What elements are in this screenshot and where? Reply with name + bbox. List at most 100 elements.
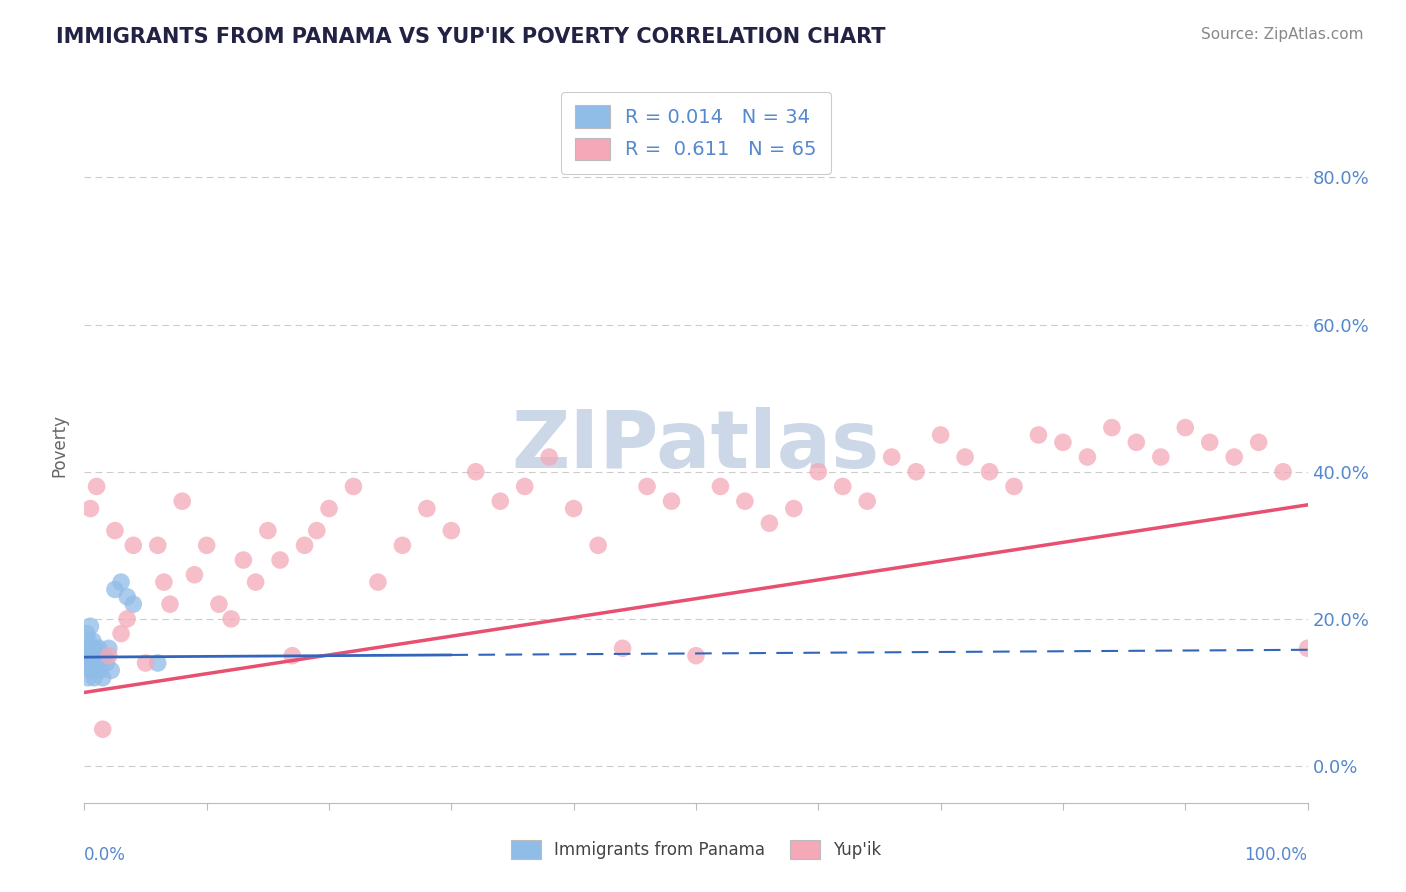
Point — [807, 465, 830, 479]
Point — [709, 479, 731, 493]
Point — [979, 465, 1001, 479]
Point — [89, 664, 111, 678]
Point — [159, 597, 181, 611]
Point — [153, 575, 176, 590]
Point — [75, 641, 97, 656]
Point — [440, 524, 463, 538]
Point — [538, 450, 561, 464]
Point — [208, 597, 231, 611]
Point — [1247, 435, 1270, 450]
Point — [104, 582, 127, 597]
Point — [97, 641, 120, 656]
Point — [1174, 420, 1197, 434]
Point — [82, 664, 104, 678]
Text: ZIPatlas: ZIPatlas — [512, 407, 880, 485]
Point — [83, 648, 105, 663]
Point — [79, 664, 101, 678]
Point — [84, 641, 107, 656]
Point — [367, 575, 389, 590]
Point — [100, 664, 122, 678]
Point — [245, 575, 267, 590]
Point — [734, 494, 756, 508]
Point — [880, 450, 903, 464]
Point — [86, 648, 108, 663]
Point — [464, 465, 486, 479]
Text: 100.0%: 100.0% — [1244, 846, 1308, 863]
Point — [232, 553, 254, 567]
Point — [76, 626, 98, 640]
Point — [77, 641, 100, 656]
Point — [79, 501, 101, 516]
Point — [77, 656, 100, 670]
Point — [1223, 450, 1246, 464]
Point — [1272, 465, 1295, 479]
Point — [318, 501, 340, 516]
Point — [104, 524, 127, 538]
Point — [1101, 420, 1123, 434]
Point — [1028, 428, 1050, 442]
Point — [929, 428, 952, 442]
Point — [1198, 435, 1220, 450]
Point — [146, 538, 169, 552]
Point — [1076, 450, 1098, 464]
Point — [146, 656, 169, 670]
Point — [1296, 641, 1319, 656]
Point — [257, 524, 280, 538]
Y-axis label: Poverty: Poverty — [51, 415, 69, 477]
Point — [77, 648, 100, 663]
Point — [91, 723, 114, 737]
Point — [135, 656, 157, 670]
Point — [183, 567, 205, 582]
Point — [84, 656, 107, 670]
Point — [80, 641, 103, 656]
Point — [831, 479, 853, 493]
Point — [172, 494, 194, 508]
Point — [110, 626, 132, 640]
Legend: Immigrants from Panama, Yup'ik: Immigrants from Panama, Yup'ik — [503, 833, 889, 866]
Point — [685, 648, 707, 663]
Point — [281, 648, 304, 663]
Point — [1052, 435, 1074, 450]
Point — [82, 634, 104, 648]
Point — [96, 656, 118, 670]
Point — [1002, 479, 1025, 493]
Point — [905, 465, 928, 479]
Point — [513, 479, 536, 493]
Point — [391, 538, 413, 552]
Point — [97, 648, 120, 663]
Point — [219, 612, 242, 626]
Point — [856, 494, 879, 508]
Point — [83, 671, 105, 685]
Point — [79, 619, 101, 633]
Point — [86, 664, 108, 678]
Point — [79, 648, 101, 663]
Point — [661, 494, 683, 508]
Point — [77, 671, 100, 685]
Point — [115, 590, 138, 604]
Point — [122, 597, 145, 611]
Point — [269, 553, 291, 567]
Point — [586, 538, 609, 552]
Point — [76, 656, 98, 670]
Point — [636, 479, 658, 493]
Point — [86, 479, 108, 493]
Point — [110, 575, 132, 590]
Point — [758, 516, 780, 531]
Point — [783, 501, 806, 516]
Text: Source: ZipAtlas.com: Source: ZipAtlas.com — [1201, 27, 1364, 42]
Point — [342, 479, 364, 493]
Point — [195, 538, 218, 552]
Point — [115, 612, 138, 626]
Point — [416, 501, 439, 516]
Point — [93, 648, 115, 663]
Point — [953, 450, 976, 464]
Text: IMMIGRANTS FROM PANAMA VS YUP'IK POVERTY CORRELATION CHART: IMMIGRANTS FROM PANAMA VS YUP'IK POVERTY… — [56, 27, 886, 46]
Point — [91, 671, 114, 685]
Point — [489, 494, 512, 508]
Point — [305, 524, 328, 538]
Point — [77, 634, 100, 648]
Point — [122, 538, 145, 552]
Point — [80, 656, 103, 670]
Point — [562, 501, 585, 516]
Point — [1150, 450, 1173, 464]
